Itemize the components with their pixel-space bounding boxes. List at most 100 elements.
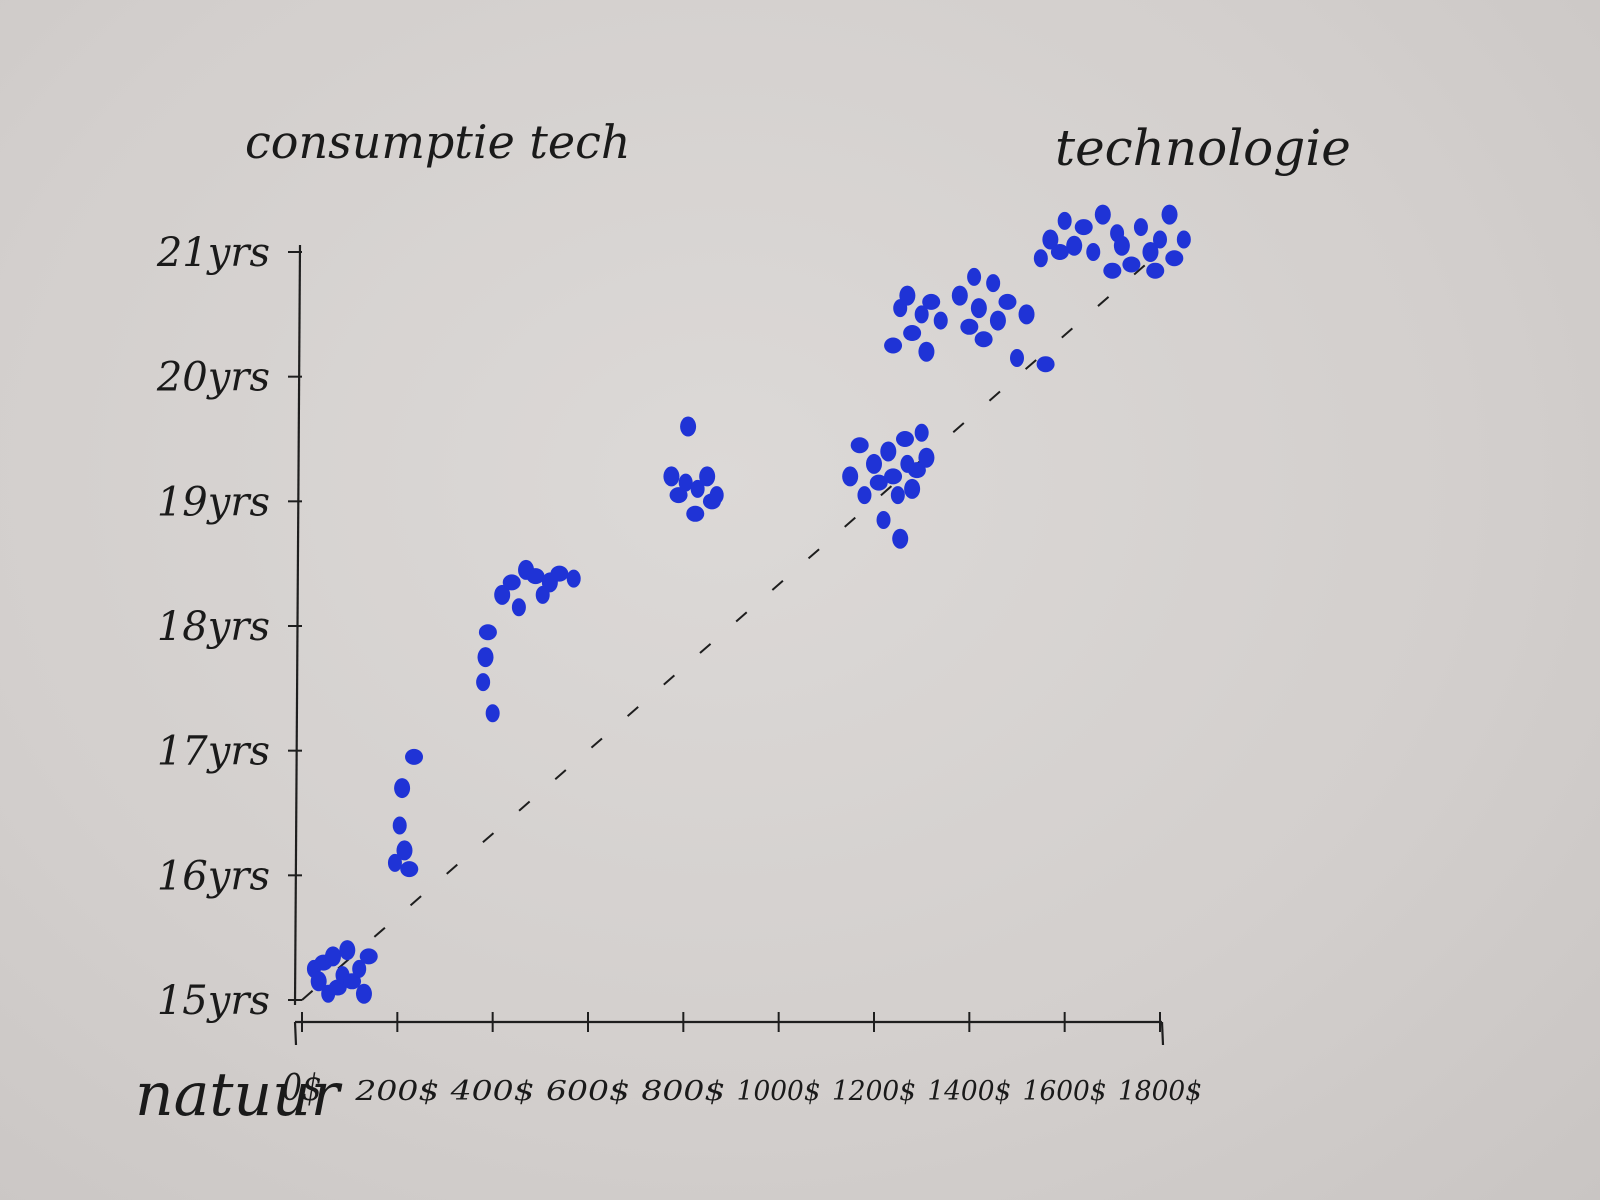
data-point [478, 624, 497, 641]
data-point [1161, 204, 1178, 225]
data-point [359, 948, 378, 965]
y-tick-group: 15yrs 16yrs 17yrs 18yrs 19yrs 20yrs 21yrs [156, 230, 302, 1024]
data-point [324, 946, 341, 967]
data-point [907, 462, 926, 479]
data-point [355, 983, 372, 1004]
data-point [869, 474, 888, 491]
data-point [387, 853, 402, 872]
data-point [550, 565, 569, 582]
y-tick-label-1: 16yrs [157, 853, 270, 899]
data-point [895, 431, 914, 447]
data-point [1033, 249, 1048, 268]
data-point [1146, 262, 1165, 279]
data-point [1142, 242, 1159, 262]
data-point [998, 293, 1017, 310]
data-point [663, 466, 680, 487]
x-tick-group: 0$ 200$ 400$ 600$ 800$ 1000$ 1200$ 1400$ 1600$ 18… [282, 1012, 1202, 1109]
data-point [476, 673, 491, 692]
data-point [914, 305, 929, 324]
x-tick-label-5: 1000$ [737, 1076, 821, 1107]
chart-title: consumptie tech [245, 115, 631, 169]
data-point [922, 293, 941, 310]
trend-line [301, 251, 1161, 1001]
data-point [914, 423, 929, 442]
x-tick-label-0: 0$ [282, 1068, 322, 1109]
data-point [310, 971, 327, 992]
x-tick-label-7: 1400$ [927, 1076, 1011, 1107]
data-point [392, 816, 407, 835]
data-point [1057, 211, 1072, 230]
y-tick-label-0: 15yrs [157, 978, 270, 1024]
data-point [876, 511, 891, 530]
data-point [1094, 204, 1111, 225]
x-tick-label-3: 600$ [546, 1076, 630, 1107]
data-point [1042, 229, 1059, 250]
point-group [306, 204, 1191, 1004]
data-point [842, 466, 859, 487]
data-point [680, 416, 697, 437]
data-point [1103, 262, 1122, 279]
data-point [699, 466, 716, 487]
data-point [1066, 235, 1083, 256]
data-point [1050, 244, 1069, 260]
data-point [1074, 219, 1093, 236]
data-point [400, 861, 419, 878]
data-point [890, 486, 905, 505]
data-point [690, 479, 705, 498]
y-tick-label-2: 17yrs [157, 729, 270, 775]
data-point [989, 310, 1006, 331]
data-point [899, 285, 916, 306]
data-point [1176, 230, 1191, 249]
data-point [967, 267, 982, 286]
data-point [866, 453, 882, 474]
data-point [892, 528, 909, 549]
data-point [904, 478, 921, 499]
x-axis-end-cap [1160, 1021, 1165, 1046]
data-point [1153, 230, 1167, 249]
x-tick-label-6: 1200$ [832, 1076, 916, 1107]
x-tick-label-2: 400$ [449, 1076, 534, 1107]
x-tick-label-1: 200$ [354, 1076, 439, 1107]
data-point [918, 447, 935, 468]
data-point [669, 487, 688, 504]
data-point [884, 337, 903, 354]
data-point [857, 486, 872, 505]
data-point [1113, 235, 1130, 256]
y-tick-label-6: 21yrs [156, 230, 270, 276]
data-point [974, 331, 993, 348]
data-point [1133, 218, 1148, 237]
data-point [884, 468, 903, 485]
data-point [405, 748, 424, 765]
data-point [566, 569, 581, 588]
x-axis-start-cap [293, 1021, 298, 1046]
data-point [686, 505, 705, 522]
data-point [1165, 250, 1184, 267]
data-point [477, 647, 494, 668]
data-point [339, 940, 356, 961]
corner-label-natuur: natuur [135, 1060, 343, 1130]
data-point [986, 274, 1001, 293]
data-point [1036, 356, 1055, 373]
x-tick-label-8: 1600$ [1023, 1076, 1107, 1107]
data-point [485, 704, 500, 723]
data-point [933, 311, 948, 330]
y-tick-label-4: 19yrs [157, 479, 270, 525]
data-point [394, 778, 411, 799]
data-point [1018, 304, 1035, 325]
data-point [494, 584, 511, 605]
data-point [1010, 348, 1024, 367]
data-point [511, 598, 526, 617]
data-point [526, 568, 545, 585]
data-point [903, 325, 922, 342]
y-tick-label-3: 18yrs [157, 604, 270, 650]
x-tick-label-4: 800$ [641, 1076, 725, 1107]
data-point [352, 959, 367, 978]
data-point [1122, 256, 1141, 273]
data-point [678, 473, 693, 492]
data-point [1086, 243, 1101, 261]
data-point [960, 318, 979, 335]
data-point [918, 341, 935, 362]
x-tick-label-9: 1800$ [1118, 1076, 1202, 1107]
data-point [850, 437, 869, 454]
